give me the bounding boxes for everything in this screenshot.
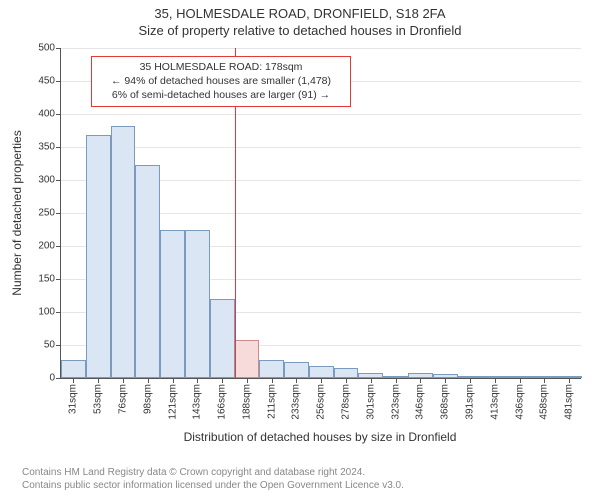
chart-title-line1: 35, HOLMESDALE ROAD, DRONFIELD, S18 2FA [0, 0, 600, 21]
annotation-line: 6% of semi-detached houses are larger (9… [98, 88, 344, 102]
x-tick-label: 188sqm [241, 384, 252, 420]
x-tick-label: 391sqm [465, 384, 476, 420]
y-tick-label: 200 [38, 241, 55, 252]
x-tick-label: 121sqm [167, 384, 178, 420]
y-tick-label: 500 [38, 43, 55, 54]
histogram-bar [334, 368, 359, 378]
x-tick-mark [173, 378, 174, 383]
x-tick-mark [272, 378, 273, 383]
histogram-bar-highlight [235, 340, 260, 378]
x-tick-label: 143sqm [192, 384, 203, 420]
x-tick-mark [420, 378, 421, 383]
histogram-bar [210, 299, 235, 378]
y-tick-label: 250 [38, 208, 55, 219]
x-tick-mark [247, 378, 248, 383]
y-tick-label: 100 [38, 307, 55, 318]
y-tick-mark [56, 48, 61, 49]
gridline [61, 114, 581, 115]
x-tick-mark [148, 378, 149, 383]
annotation-line: 35 HOLMESDALE ROAD: 178sqm [98, 60, 344, 74]
y-tick-label: 400 [38, 109, 55, 120]
x-tick-mark [123, 378, 124, 383]
x-tick-label: 346sqm [415, 384, 426, 420]
chart-container: 35, HOLMESDALE ROAD, DRONFIELD, S18 2FA … [0, 0, 600, 500]
annotation-line: ← 94% of detached houses are smaller (1,… [98, 74, 344, 88]
x-tick-mark [520, 378, 521, 383]
y-tick-mark [56, 246, 61, 247]
x-tick-label: 53sqm [93, 384, 104, 414]
y-tick-mark [56, 279, 61, 280]
x-tick-mark [544, 378, 545, 383]
y-tick-mark [56, 81, 61, 82]
x-tick-mark [470, 378, 471, 383]
y-tick-mark [56, 147, 61, 148]
histogram-bar [259, 360, 284, 378]
x-tick-mark [296, 378, 297, 383]
x-tick-label: 323sqm [390, 384, 401, 420]
y-tick-label: 0 [49, 373, 55, 384]
x-tick-label: 278sqm [341, 384, 352, 420]
x-tick-mark [222, 378, 223, 383]
histogram-bar [284, 362, 309, 379]
x-tick-label: 413sqm [489, 384, 500, 420]
y-axis-label-wrap: Number of detached properties [20, 48, 32, 378]
x-tick-mark [569, 378, 570, 383]
chart-title-line2: Size of property relative to detached ho… [0, 21, 600, 38]
histogram-bar [309, 366, 334, 378]
x-tick-label: 31sqm [68, 384, 79, 414]
histogram-bar [86, 135, 111, 378]
y-axis-label: Number of detached properties [10, 130, 24, 295]
x-tick-label: 256sqm [316, 384, 327, 420]
x-tick-label: 458sqm [539, 384, 550, 420]
x-tick-mark [371, 378, 372, 383]
x-tick-label: 211sqm [266, 384, 277, 419]
x-tick-label: 166sqm [217, 384, 228, 420]
x-tick-mark [495, 378, 496, 383]
x-tick-mark [346, 378, 347, 383]
y-tick-label: 50 [44, 340, 55, 351]
x-tick-mark [445, 378, 446, 383]
y-tick-mark [56, 114, 61, 115]
y-tick-mark [56, 378, 61, 379]
histogram-bar [61, 360, 86, 378]
footer-line2: Contains public sector information licen… [22, 479, 590, 492]
x-tick-mark [396, 378, 397, 383]
x-tick-label: 436sqm [514, 384, 525, 420]
histogram-bar [160, 230, 185, 379]
annotation-box: 35 HOLMESDALE ROAD: 178sqm← 94% of detac… [91, 56, 351, 107]
x-tick-label: 76sqm [117, 384, 128, 414]
x-tick-label: 301sqm [365, 384, 376, 420]
footer-attribution: Contains HM Land Registry data © Crown c… [22, 466, 590, 492]
gridline [61, 147, 581, 148]
footer-line1: Contains HM Land Registry data © Crown c… [22, 466, 590, 479]
x-tick-label: 98sqm [142, 384, 153, 414]
gridline [61, 48, 581, 49]
y-tick-label: 450 [38, 76, 55, 87]
histogram-bar [135, 165, 160, 378]
y-tick-mark [56, 180, 61, 181]
x-tick-mark [98, 378, 99, 383]
plot-area: 05010015020025030035040045050031sqm53sqm… [60, 48, 581, 379]
x-tick-label: 481sqm [564, 384, 575, 420]
x-tick-mark [73, 378, 74, 383]
y-tick-mark [56, 312, 61, 313]
y-tick-mark [56, 345, 61, 346]
x-tick-mark [197, 378, 198, 383]
histogram-bar [111, 126, 136, 378]
x-tick-label: 233sqm [291, 384, 302, 420]
x-axis-label: Distribution of detached houses by size … [60, 430, 580, 444]
y-tick-label: 350 [38, 142, 55, 153]
x-tick-mark [321, 378, 322, 383]
histogram-bar [185, 230, 210, 378]
y-tick-mark [56, 213, 61, 214]
y-tick-label: 300 [38, 175, 55, 186]
x-tick-label: 368sqm [440, 384, 451, 420]
y-tick-label: 150 [38, 274, 55, 285]
